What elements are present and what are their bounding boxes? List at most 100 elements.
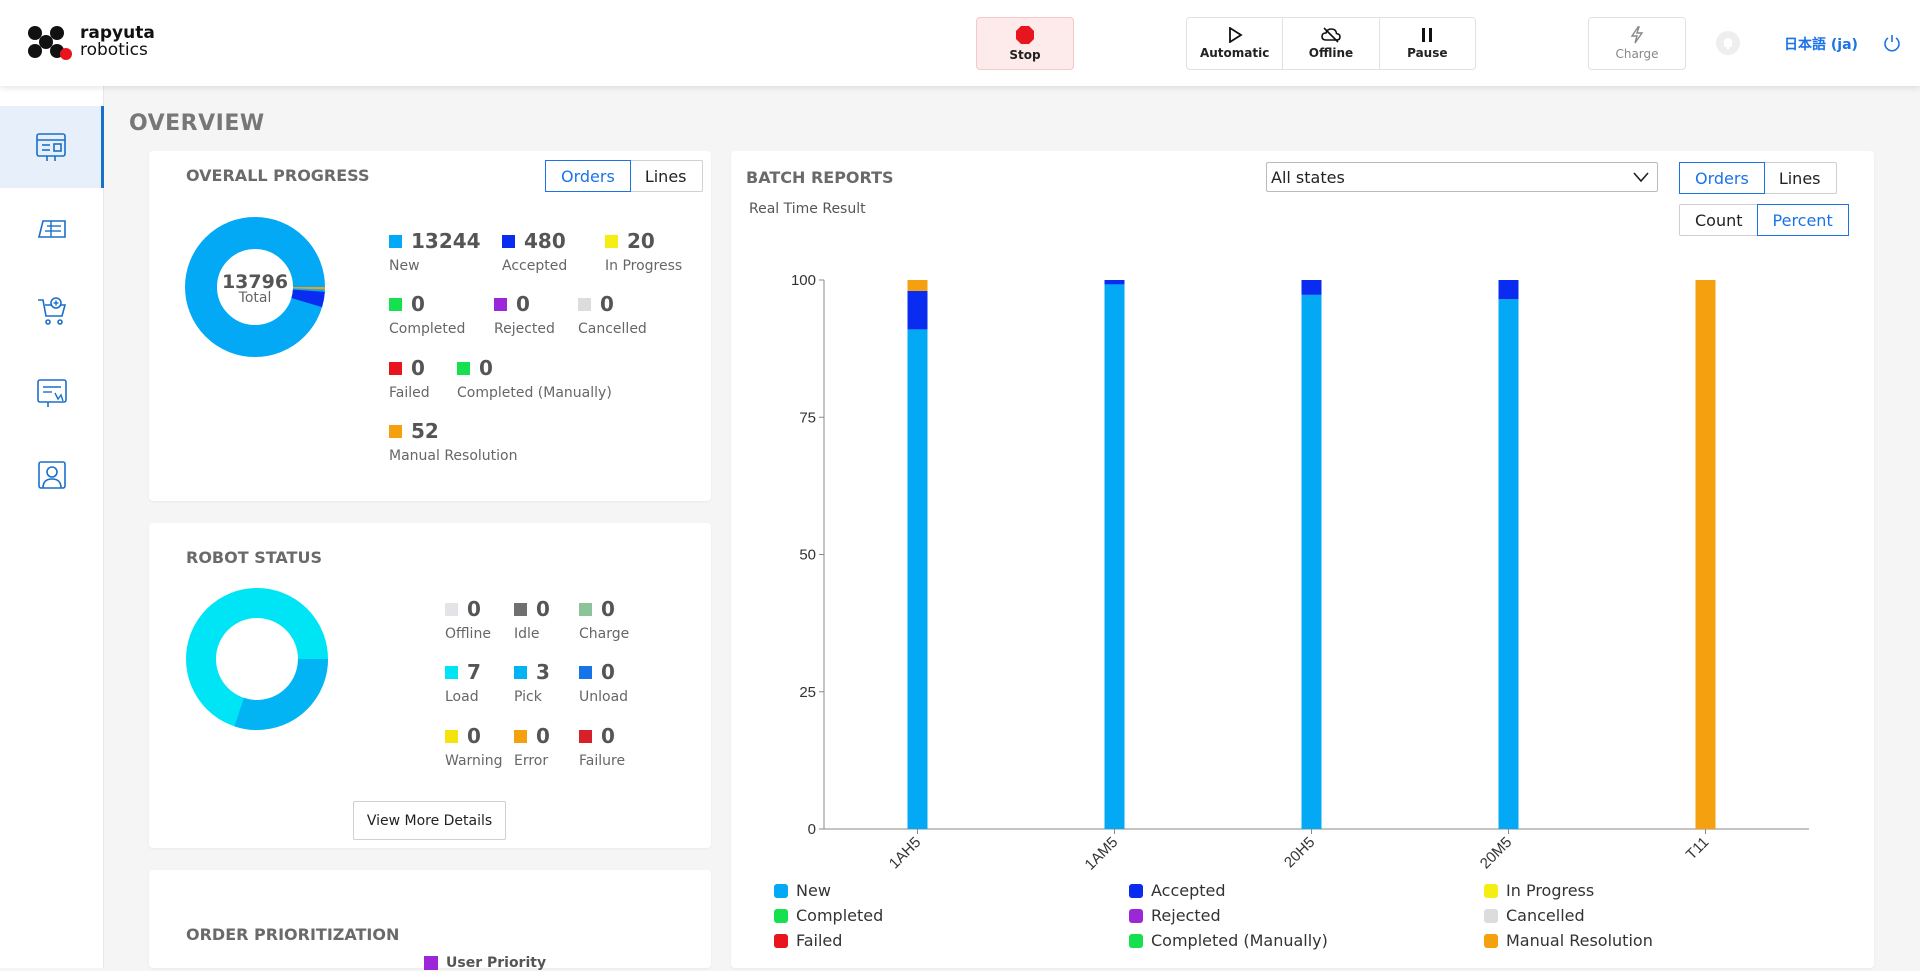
bar-segment-manual-resolution[interactable] bbox=[907, 280, 928, 291]
overall-lines-toggle[interactable]: Lines bbox=[644, 166, 687, 186]
language-switcher[interactable]: 日本語 (ja) bbox=[1784, 37, 1858, 53]
stat-label: Accepted bbox=[502, 258, 568, 274]
chevron-down-icon bbox=[1633, 172, 1649, 183]
bar-segment-manual-resolution[interactable] bbox=[1695, 280, 1716, 829]
bar-segment-accepted[interactable] bbox=[1301, 280, 1322, 295]
robot-stat-0: 0 Offline bbox=[445, 597, 491, 642]
stat-value: 0 bbox=[600, 292, 614, 316]
stat-value: 0 bbox=[411, 292, 425, 316]
stat-label: Offline bbox=[445, 626, 491, 642]
legend-label: Failed bbox=[796, 931, 843, 950]
pause-label: Pause bbox=[1407, 46, 1448, 60]
user-icon bbox=[38, 461, 66, 489]
stat-label: Warning bbox=[445, 753, 503, 769]
legend-label: In Progress bbox=[1506, 881, 1595, 900]
legend-item[interactable]: Accepted bbox=[1129, 881, 1226, 900]
overall-orders-toggle[interactable]: Orders bbox=[545, 160, 631, 192]
stat-color-swatch bbox=[579, 602, 592, 616]
bar-segment-new[interactable] bbox=[1498, 299, 1519, 830]
dashboard-icon bbox=[35, 133, 66, 161]
charge-button[interactable]: Charge bbox=[1588, 17, 1686, 70]
legend-swatch bbox=[774, 883, 788, 898]
robot-stat-1: 0 Idle bbox=[514, 597, 550, 642]
report-icon bbox=[37, 379, 67, 407]
batch-count-toggle[interactable]: Count bbox=[1695, 210, 1743, 230]
stat-value: 0 bbox=[467, 724, 481, 748]
notification-bell-icon[interactable] bbox=[1716, 31, 1740, 55]
robot-stat-6: 0 Warning bbox=[445, 724, 503, 769]
bar-segment-new[interactable] bbox=[1301, 294, 1322, 829]
bar-segment-accepted[interactable] bbox=[1498, 280, 1519, 300]
legend-label: Cancelled bbox=[1506, 906, 1585, 925]
bar-segment-accepted[interactable] bbox=[907, 290, 928, 330]
offline-button[interactable]: Offline bbox=[1283, 18, 1380, 69]
user-priority-label: User Priority bbox=[446, 955, 547, 971]
stat-color-swatch bbox=[579, 665, 592, 679]
legend-item[interactable]: Rejected bbox=[1129, 906, 1221, 925]
overall-stat-4: 0 Rejected bbox=[494, 292, 555, 337]
bar-segment-new[interactable] bbox=[907, 329, 928, 829]
batch-toggle: Orders Lines bbox=[1679, 162, 1837, 194]
legend-swatch bbox=[774, 933, 788, 948]
sidebar-item-reports[interactable] bbox=[0, 352, 104, 434]
sidebar-item-overview[interactable] bbox=[0, 106, 104, 188]
stat-color-swatch bbox=[457, 361, 470, 375]
stat-label: Completed bbox=[389, 321, 466, 337]
batch-mode-toggle: Count Percent bbox=[1679, 204, 1849, 236]
user-priority-legend: User Priority bbox=[424, 955, 546, 971]
stat-value: 0 bbox=[479, 356, 493, 380]
stat-color-swatch bbox=[514, 602, 527, 616]
warehouse-map-icon bbox=[37, 220, 66, 238]
batch-reports-card: BATCH REPORTS Real Time Result Orders Li… bbox=[731, 151, 1874, 968]
legend-item[interactable]: Failed bbox=[774, 931, 842, 950]
legend-item[interactable]: Completed bbox=[774, 906, 883, 925]
sidebar-item-map[interactable] bbox=[0, 188, 104, 270]
stat-color-swatch bbox=[514, 729, 527, 743]
overall-stat-7: 0 Completed (Manually) bbox=[457, 356, 612, 401]
stat-value: 0 bbox=[467, 597, 481, 621]
legend-swatch bbox=[1484, 908, 1498, 923]
stop-button[interactable]: Stop bbox=[976, 17, 1074, 70]
stat-label: Rejected bbox=[494, 321, 555, 337]
mode-button-group: Automatic Offline Pause bbox=[1186, 17, 1476, 70]
brand-name: rapyuta bbox=[80, 23, 155, 43]
bar-segment-new[interactable] bbox=[1104, 284, 1125, 830]
batch-orders-toggle[interactable]: Orders bbox=[1679, 162, 1765, 194]
automatic-button[interactable]: Automatic bbox=[1187, 18, 1284, 69]
stat-value: 0 bbox=[411, 356, 425, 380]
bar-segment-accepted[interactable] bbox=[1104, 280, 1125, 285]
batch-lines-toggle[interactable]: Lines bbox=[1778, 168, 1821, 188]
batch-percent-toggle[interactable]: Percent bbox=[1756, 204, 1849, 236]
batch-reports-title: BATCH REPORTS bbox=[746, 168, 894, 187]
legend-label: Rejected bbox=[1151, 906, 1221, 925]
sidebar-item-orders[interactable] bbox=[0, 270, 104, 352]
stat-label: Cancelled bbox=[578, 321, 647, 337]
stat-value: 52 bbox=[411, 419, 439, 443]
state-filter-value: All states bbox=[1271, 167, 1345, 187]
legend-item[interactable]: Completed (Manually) bbox=[1129, 931, 1328, 950]
top-bar: rapyuta robotics Stop Automatic Offline … bbox=[0, 0, 1920, 86]
legend-swatch bbox=[1129, 883, 1143, 898]
order-prioritization-card: ORDER PRIORITIZATION bbox=[149, 870, 711, 968]
robot-status-card: ROBOT STATUS 0 Offline 0 Idle 0 Charge 7 Load 3 P… bbox=[149, 523, 711, 848]
sidebar-item-users[interactable] bbox=[0, 434, 104, 516]
stat-color-swatch bbox=[494, 297, 507, 311]
pause-button[interactable]: Pause bbox=[1380, 18, 1475, 69]
robot-status-title: ROBOT STATUS bbox=[186, 548, 322, 567]
legend-item[interactable]: Manual Resolution bbox=[1484, 931, 1653, 950]
legend-swatch bbox=[1484, 883, 1498, 898]
legend-item[interactable]: New bbox=[774, 881, 831, 900]
state-filter-select[interactable]: All states bbox=[1266, 162, 1658, 192]
legend-item[interactable]: Cancelled bbox=[1484, 906, 1585, 925]
stat-label: In Progress bbox=[605, 258, 683, 274]
legend-item[interactable]: In Progress bbox=[1484, 881, 1594, 900]
y-tick-label: 75 bbox=[799, 409, 816, 426]
stat-color-swatch bbox=[445, 729, 458, 743]
order-prioritization-title: ORDER PRIORITIZATION bbox=[186, 925, 400, 944]
stat-color-swatch bbox=[389, 297, 402, 311]
view-more-details-button[interactable]: View More Details bbox=[353, 801, 506, 840]
power-icon[interactable] bbox=[1882, 33, 1902, 57]
stat-label: Unload bbox=[579, 689, 629, 705]
stat-color-swatch bbox=[389, 424, 402, 438]
overall-donut-chart bbox=[185, 217, 325, 357]
